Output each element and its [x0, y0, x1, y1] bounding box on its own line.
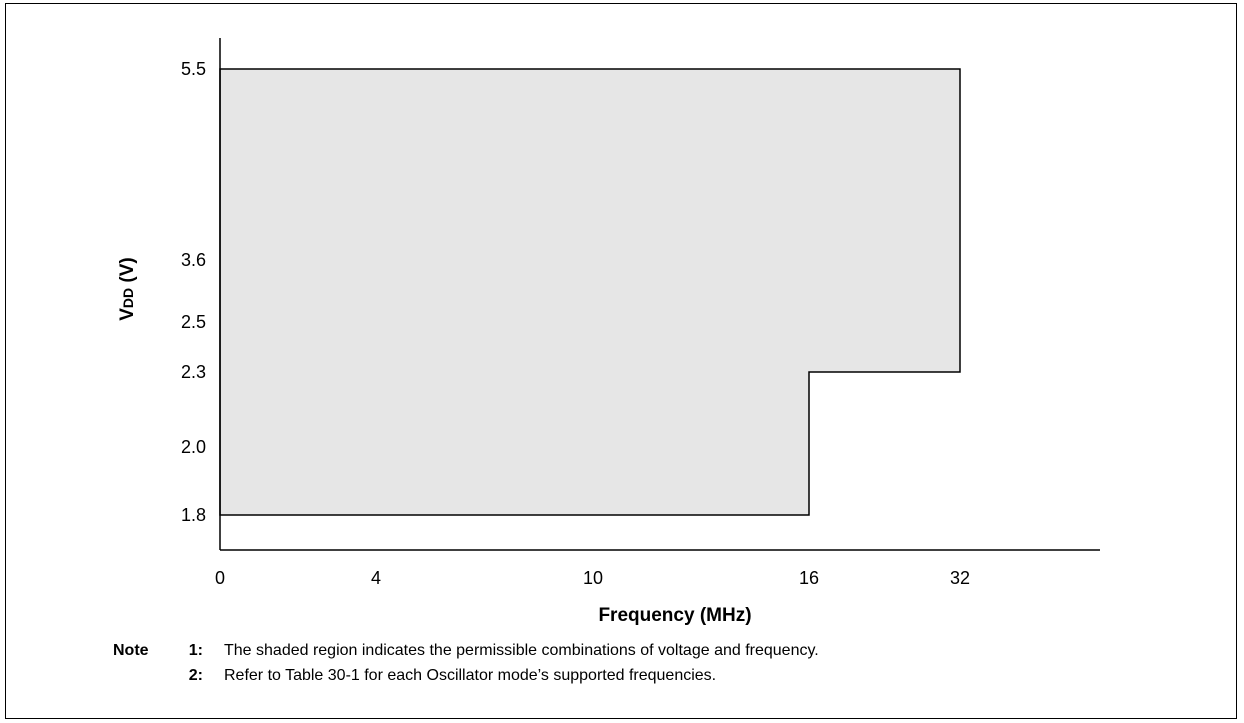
y-axis-title: VDD (V) — [117, 257, 138, 321]
x-tick-label-10: 10 — [583, 568, 603, 588]
y-axis-title-subscript: DD — [120, 288, 136, 308]
y-axis-title-main: V — [117, 308, 138, 321]
x-tick-label-0: 0 — [215, 568, 225, 588]
permissible-region — [219, 68, 961, 516]
y-tick-label-1.8: 1.8 — [181, 505, 206, 525]
note-number-2: 2: — [188, 667, 203, 684]
figure-frame: 0 4 10 16 32 1.8 2.0 2.3 2.5 3.6 5.5 Frequency (M… — [5, 3, 1237, 719]
x-axis-title: Frequency (MHz) — [598, 605, 751, 626]
y-axis-title-suffix: (V) — [117, 257, 138, 288]
note-number-1: 1: — [188, 642, 203, 659]
x-tick-label-32: 32 — [950, 568, 970, 588]
note-text-2: Refer to Table 30-1 for each Oscillator … — [224, 667, 717, 684]
y-tick-labels: 1.8 2.0 2.3 2.5 3.6 5.5 — [181, 59, 206, 525]
note-text-1: The shaded region indicates the permissi… — [224, 642, 819, 659]
y-tick-label-3.6: 3.6 — [181, 250, 206, 270]
note-prefix: Note — [113, 642, 149, 659]
y-tick-label-5.5: 5.5 — [181, 59, 206, 79]
vdd-frequency-chart: 0 4 10 16 32 1.8 2.0 2.3 2.5 3.6 5.5 Frequency (M… — [117, 38, 1100, 626]
x-tick-label-16: 16 — [799, 568, 819, 588]
y-tick-label-2.0: 2.0 — [181, 437, 206, 457]
y-tick-label-2.3: 2.3 — [181, 362, 206, 382]
y-tick-label-2.5: 2.5 — [181, 312, 206, 332]
x-tick-label-4: 4 — [371, 568, 381, 588]
x-tick-labels: 0 4 10 16 32 — [215, 568, 970, 588]
